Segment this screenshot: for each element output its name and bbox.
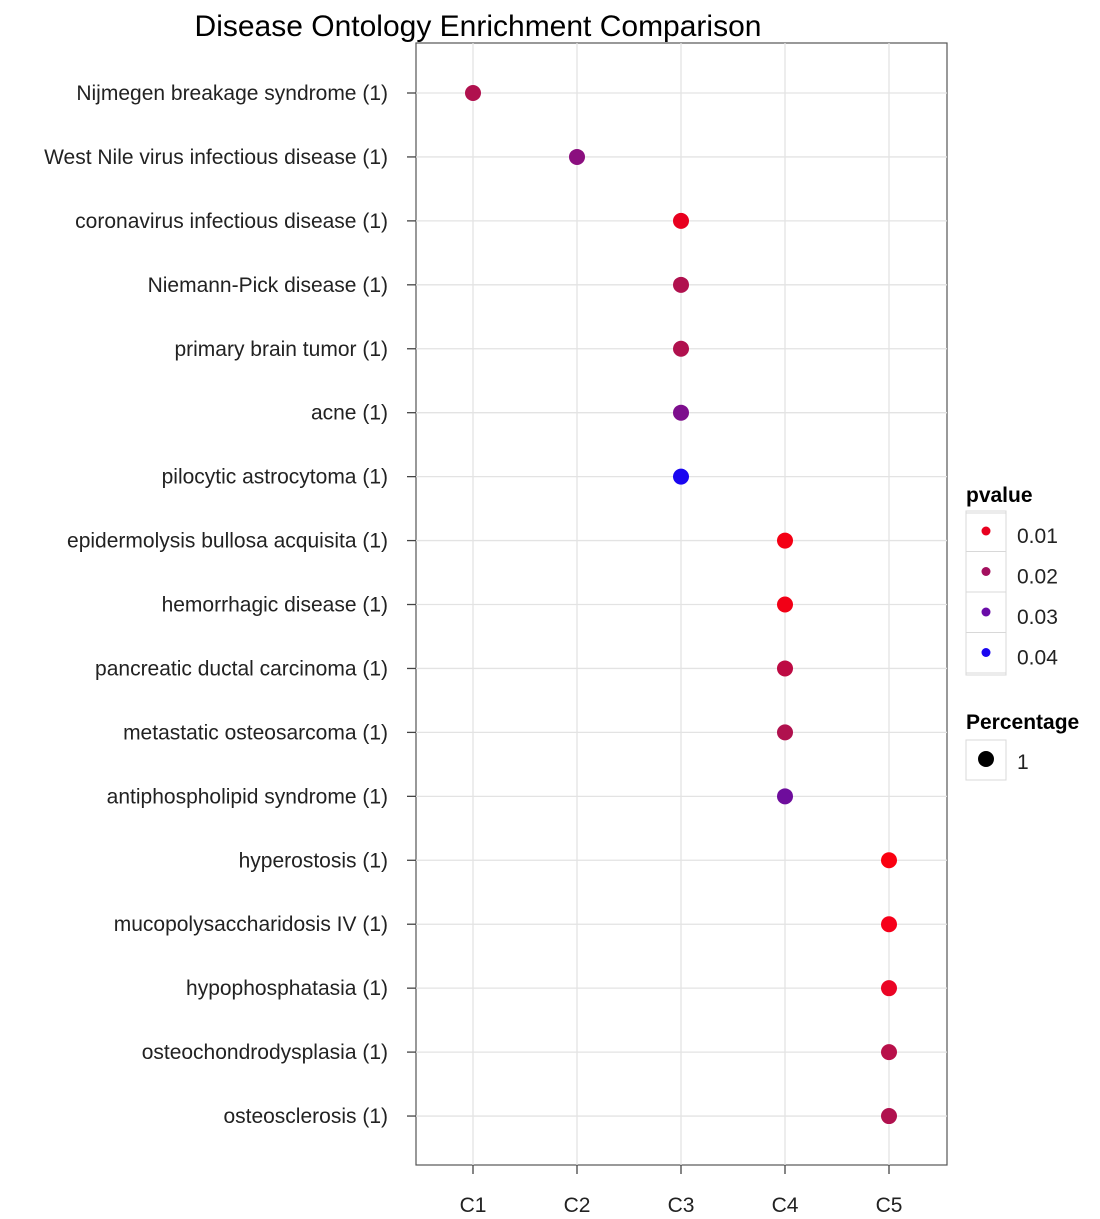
grid-lines — [416, 43, 947, 1165]
data-point — [569, 148, 585, 165]
y-tick-label: hyperostosis (1) — [239, 849, 388, 872]
data-point — [673, 468, 689, 485]
y-tick-label: osteosclerosis (1) — [223, 1105, 388, 1128]
legend-size-key-point — [978, 751, 994, 767]
y-tick-label: epidermolysis bullosa acquisita (1) — [67, 530, 388, 553]
y-tick-label: primary brain tumor (1) — [174, 338, 388, 361]
legend-entry-label: 0.04 — [1017, 647, 1058, 670]
data-point — [881, 1108, 897, 1125]
data-point — [673, 276, 689, 293]
data-point — [777, 596, 793, 613]
data-point — [881, 852, 897, 869]
x-tick-label: C5 — [876, 1194, 903, 1217]
legend-percentage: Percentage 1 — [965, 711, 1079, 781]
y-axis: Nijmegen breakage syndrome (1) West Nile … — [44, 82, 416, 1128]
legend-key-point — [981, 607, 991, 617]
x-axis: C1 C2 C3 C4 C5 — [460, 1165, 903, 1217]
y-tick-label: coronavirus infectious disease (1) — [75, 210, 388, 233]
legend-key-point — [981, 648, 991, 657]
y-tick-label: Niemann-Pick disease (1) — [148, 274, 388, 297]
legend-key-point — [981, 567, 991, 576]
x-tick-label: C2 — [564, 1194, 591, 1217]
x-tick-label: C1 — [460, 1194, 487, 1217]
y-tick-label: Nijmegen breakage syndrome (1) — [76, 82, 388, 105]
data-point — [777, 660, 793, 677]
data-point — [673, 340, 689, 357]
y-tick-label: pancreatic ductal carcinoma (1) — [95, 657, 388, 680]
legend-entry-label: 0.02 — [1017, 566, 1058, 589]
x-tick-label: C4 — [772, 1194, 799, 1217]
data-point — [673, 404, 689, 421]
legend-key-point — [981, 526, 991, 536]
chart-title: Disease Ontology Enrichment Comparison — [195, 10, 762, 43]
data-point — [777, 788, 793, 805]
data-points — [465, 85, 897, 1125]
legend-pvalue-entries: 0.01 0.02 0.03 0.04 — [965, 510, 1058, 674]
y-tick-label: pilocytic astrocytoma (1) — [162, 466, 388, 489]
data-point — [777, 532, 793, 549]
legend-entry-label: 0.01 — [1017, 525, 1058, 548]
data-point — [673, 212, 689, 229]
data-point — [777, 724, 793, 741]
y-tick-label: acne (1) — [311, 402, 388, 425]
y-tick-label: mucopolysaccharidosis IV (1) — [114, 913, 388, 936]
data-point — [881, 1044, 897, 1061]
legend-percentage-title: Percentage — [966, 711, 1079, 734]
legend-key-box — [965, 632, 1007, 674]
legend-pvalue-title: pvalue — [966, 484, 1033, 507]
y-tick-label: metastatic osteosarcoma (1) — [123, 721, 388, 744]
x-tick-label: C3 — [668, 1194, 695, 1217]
y-tick-label: osteochondrodysplasia (1) — [142, 1041, 388, 1064]
y-tick-label: West Nile virus infectious disease (1) — [44, 146, 388, 169]
y-tick-label: hemorrhagic disease (1) — [162, 594, 388, 617]
legend-entry-label: 0.03 — [1017, 606, 1058, 629]
legend-percentage-entries: 1 — [978, 751, 1029, 774]
legend-pvalue: pvalue 0.01 0.02 0.03 0.04 — [965, 484, 1058, 676]
y-tick-label: hypophosphatasia (1) — [186, 977, 388, 1000]
data-point — [881, 980, 897, 997]
legend-size-label: 1 — [1017, 751, 1029, 774]
data-point — [465, 85, 481, 101]
data-point — [881, 916, 897, 933]
y-tick-label: antiphospholipid syndrome (1) — [107, 785, 388, 808]
